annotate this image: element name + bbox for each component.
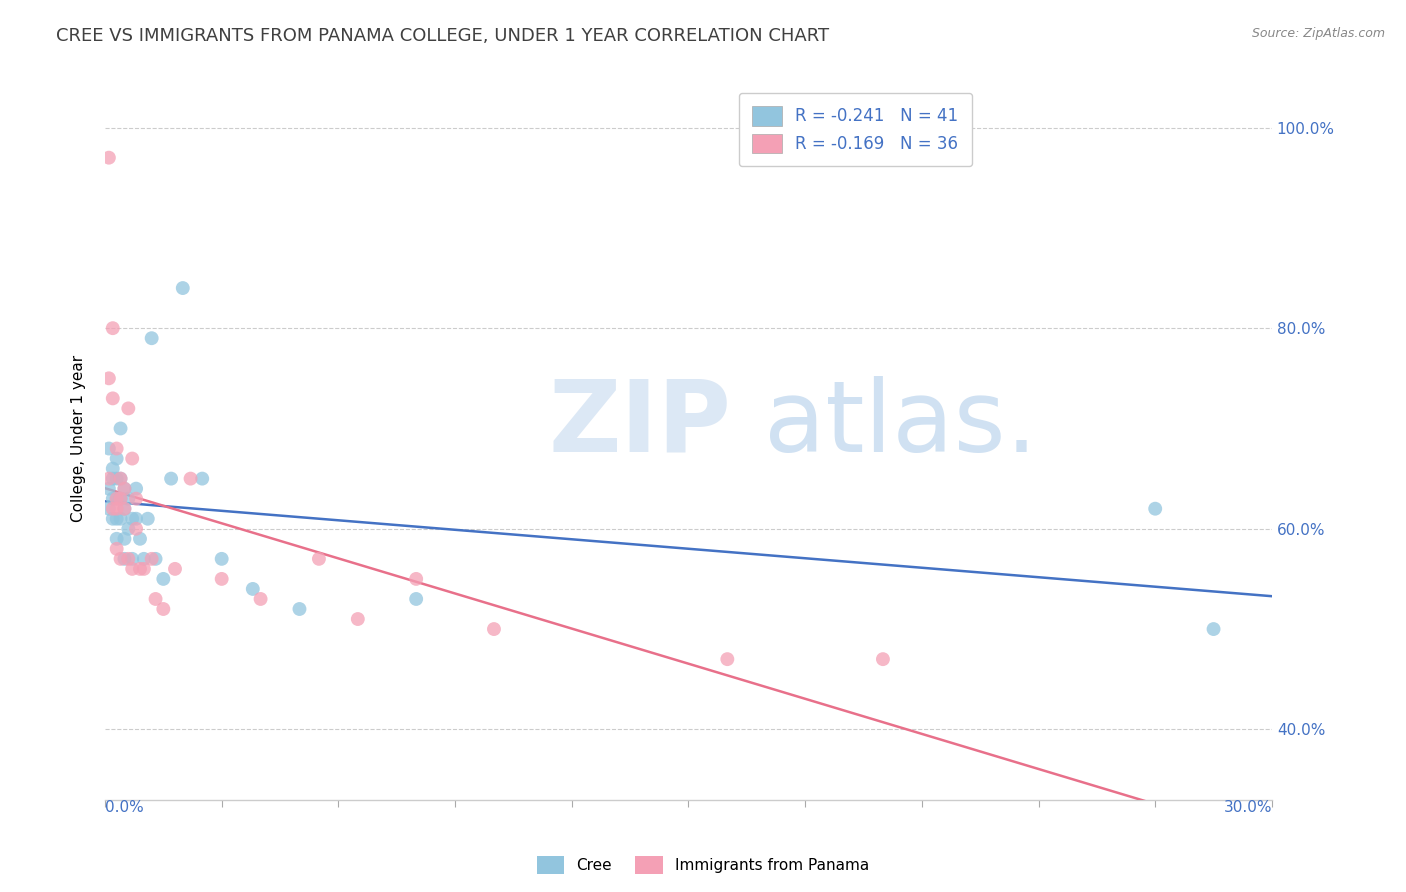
Point — [101, 491, 124, 506]
Legend: R = -0.241   N = 41, R = -0.169   N = 36: R = -0.241 N = 41, R = -0.169 N = 36 — [738, 93, 972, 167]
Point — [101, 461, 124, 475]
Point — [163, 562, 186, 576]
Point — [125, 482, 148, 496]
Point — [129, 562, 152, 576]
Point — [105, 532, 128, 546]
Text: 0.0%: 0.0% — [105, 799, 143, 814]
Point — [160, 472, 183, 486]
Point — [405, 572, 427, 586]
Point — [105, 512, 128, 526]
Point — [172, 281, 194, 295]
Point — [110, 472, 132, 486]
Point — [110, 512, 132, 526]
Point — [114, 532, 136, 546]
Point — [117, 552, 139, 566]
Point — [121, 552, 143, 566]
Point — [121, 451, 143, 466]
Point — [121, 512, 143, 526]
Point — [114, 482, 136, 496]
Text: atlas.: atlas. — [765, 376, 1038, 473]
Point — [482, 622, 505, 636]
Point — [97, 472, 120, 486]
Text: CREE VS IMMIGRANTS FROM PANAMA COLLEGE, UNDER 1 YEAR CORRELATION CHART: CREE VS IMMIGRANTS FROM PANAMA COLLEGE, … — [56, 27, 830, 45]
Point — [872, 652, 894, 666]
Point — [249, 591, 271, 606]
Point — [101, 472, 124, 486]
Legend: Cree, Immigrants from Panama: Cree, Immigrants from Panama — [531, 850, 875, 880]
Point — [97, 151, 120, 165]
Point — [110, 491, 132, 506]
Point — [211, 572, 233, 586]
Point — [101, 501, 124, 516]
Point — [117, 522, 139, 536]
Point — [152, 572, 174, 586]
Text: 30.0%: 30.0% — [1223, 799, 1272, 814]
Point — [242, 582, 264, 596]
Point — [141, 331, 163, 345]
Point — [121, 562, 143, 576]
Point — [114, 552, 136, 566]
Point — [191, 472, 214, 486]
Point — [97, 442, 120, 456]
Y-axis label: College, Under 1 year: College, Under 1 year — [72, 355, 86, 522]
Point — [716, 652, 738, 666]
Point — [110, 552, 132, 566]
Point — [125, 491, 148, 506]
Point — [105, 541, 128, 556]
Point — [105, 491, 128, 506]
Point — [145, 552, 167, 566]
Point — [211, 552, 233, 566]
Text: Source: ZipAtlas.com: Source: ZipAtlas.com — [1251, 27, 1385, 40]
Point — [97, 371, 120, 385]
Point — [145, 591, 167, 606]
Point — [105, 491, 128, 506]
Point — [97, 501, 120, 516]
Point — [110, 421, 132, 435]
Point — [288, 602, 311, 616]
Point — [132, 562, 155, 576]
Point — [405, 591, 427, 606]
Point — [101, 512, 124, 526]
Point — [132, 552, 155, 566]
Point — [105, 472, 128, 486]
Point — [152, 602, 174, 616]
Point — [125, 522, 148, 536]
Point — [105, 501, 128, 516]
Point — [117, 401, 139, 416]
Point — [114, 482, 136, 496]
Point — [101, 321, 124, 335]
Point — [97, 482, 120, 496]
Point — [110, 472, 132, 486]
Point — [180, 472, 202, 486]
Point — [1202, 622, 1225, 636]
Point — [129, 532, 152, 546]
Point — [110, 491, 132, 506]
Point — [125, 512, 148, 526]
Point — [114, 501, 136, 516]
Point — [1144, 501, 1167, 516]
Point — [308, 552, 330, 566]
Point — [105, 451, 128, 466]
Point — [136, 512, 159, 526]
Point — [346, 612, 368, 626]
Point — [117, 491, 139, 506]
Point — [101, 392, 124, 406]
Point — [114, 501, 136, 516]
Point — [141, 552, 163, 566]
Point — [105, 442, 128, 456]
Text: ZIP: ZIP — [548, 376, 731, 473]
